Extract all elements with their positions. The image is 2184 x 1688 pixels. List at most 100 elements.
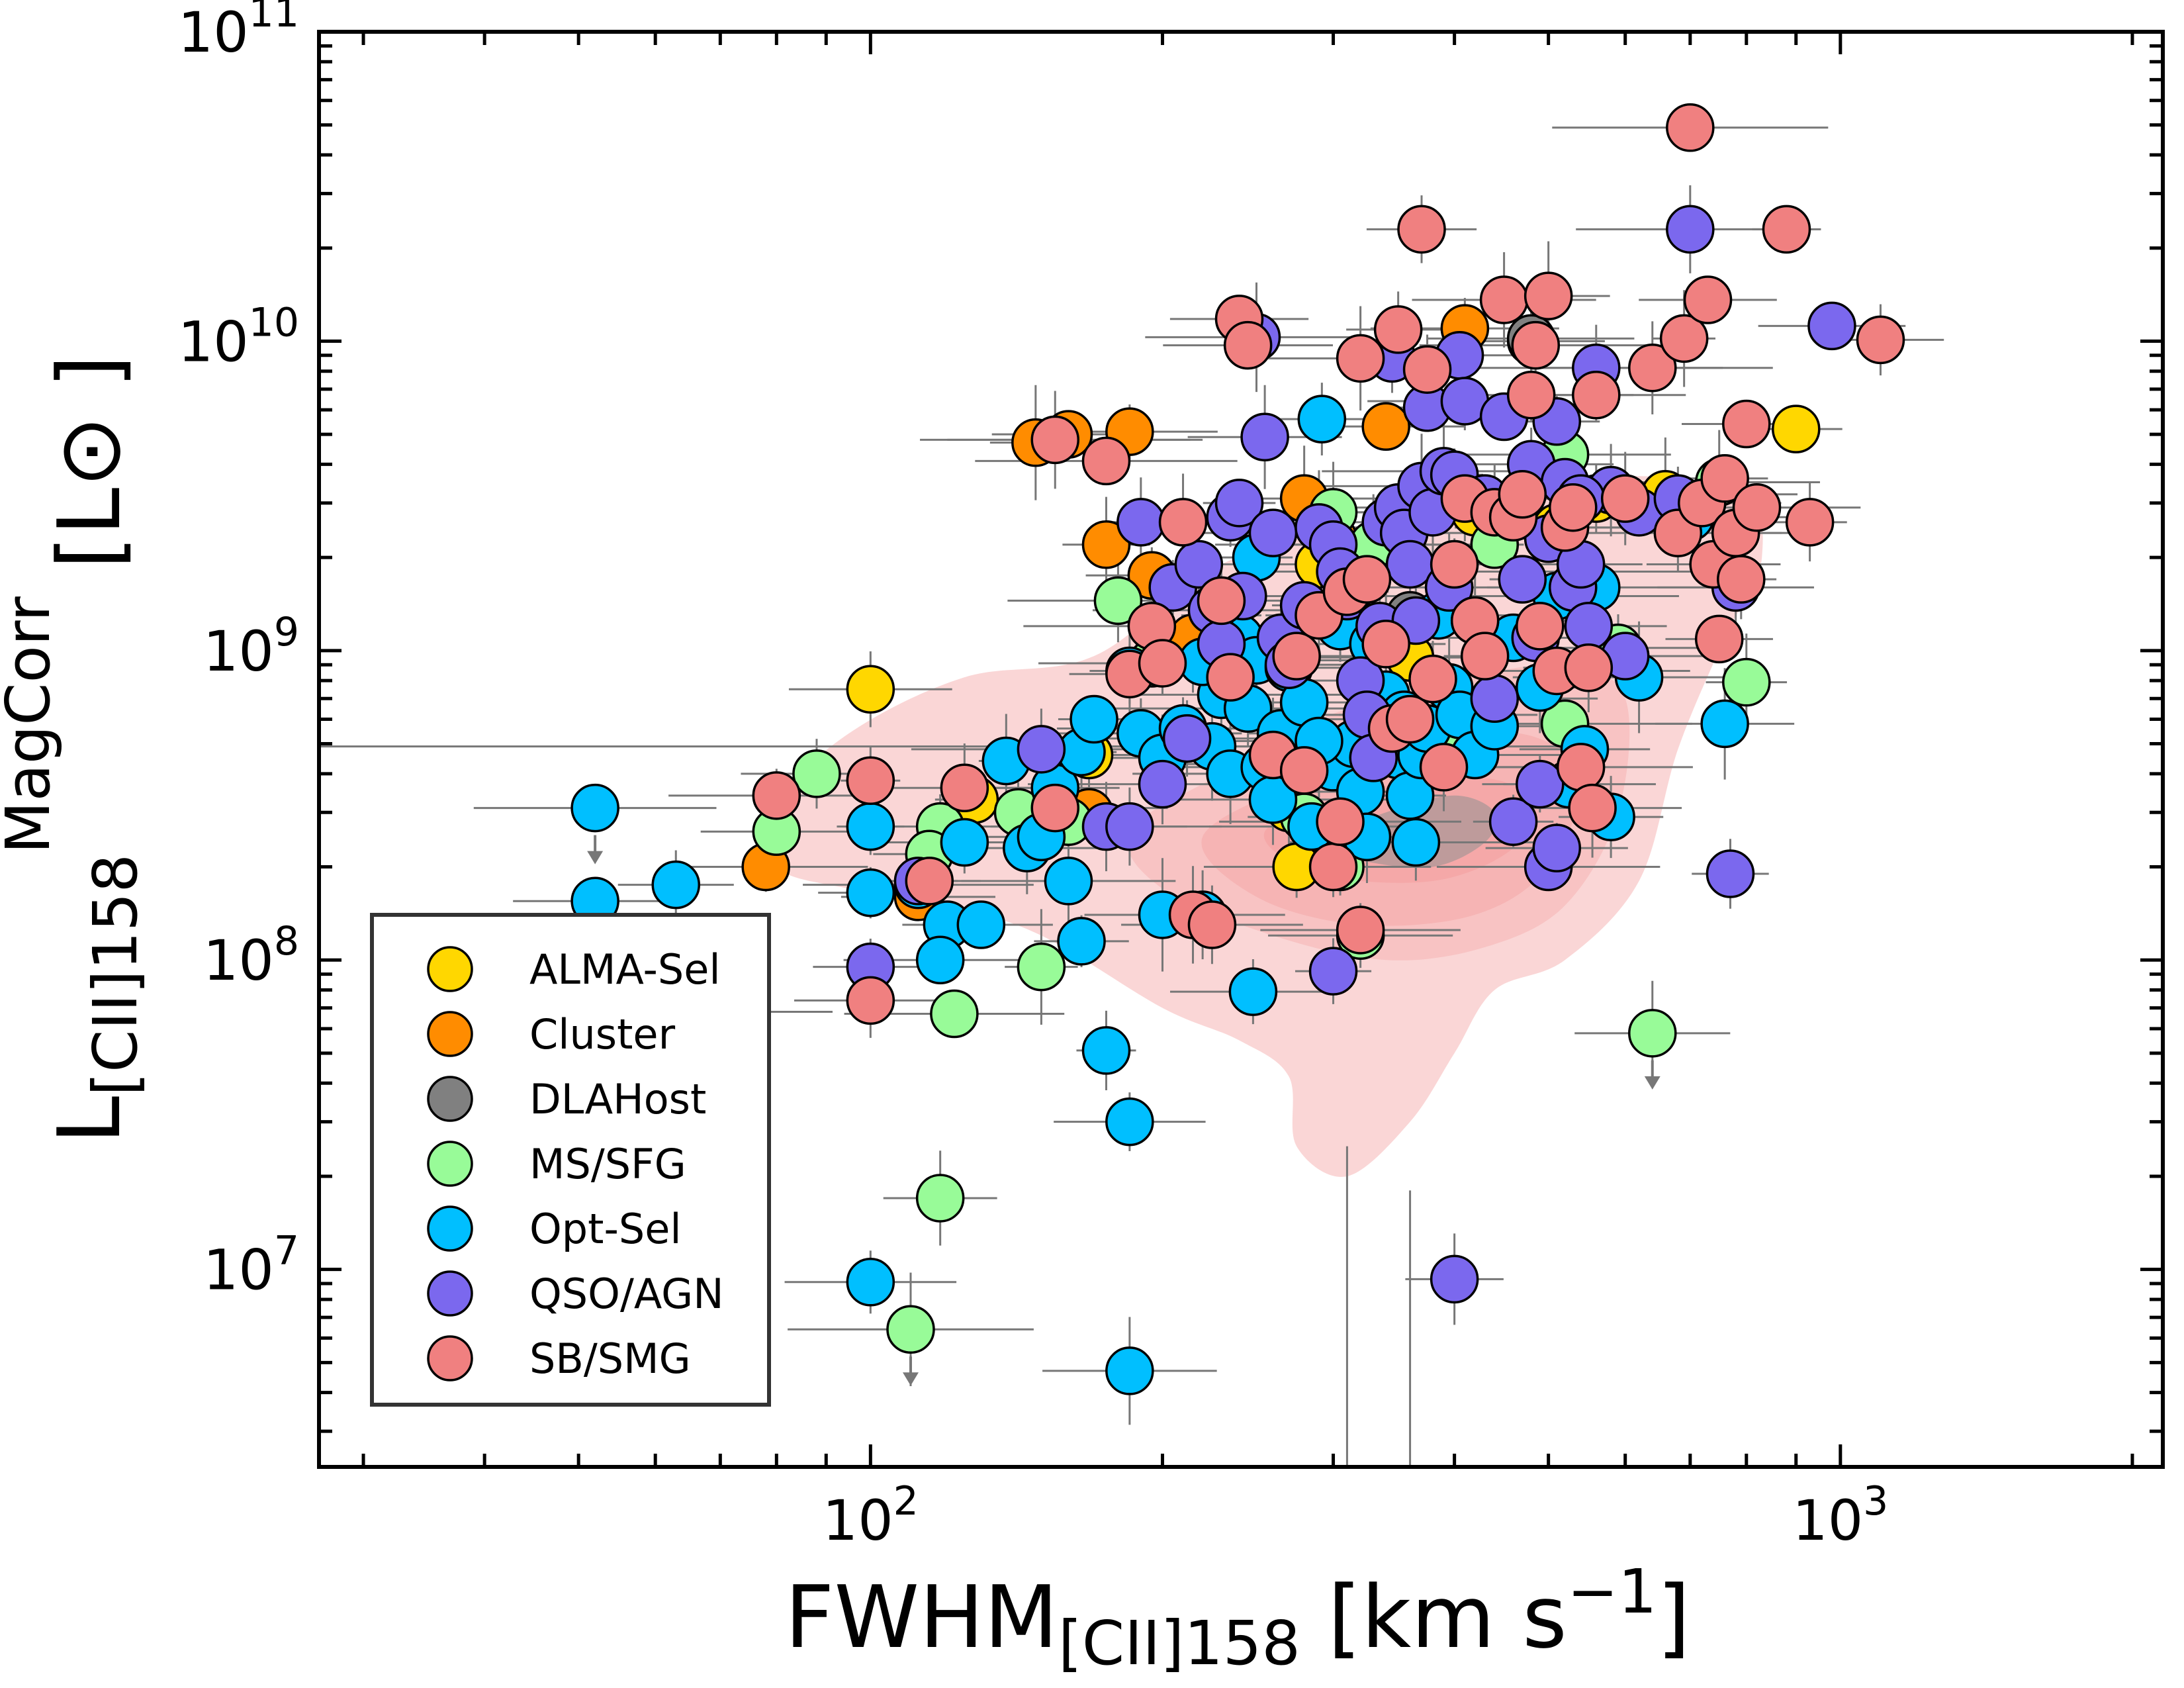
legend-label-qso-agn: QSO/AGN <box>529 1270 724 1318</box>
point-opt-sel <box>1105 1097 1154 1147</box>
point-sb-smg <box>1030 415 1080 465</box>
point-sb-smg <box>1279 746 1329 795</box>
point-sb-smg <box>1385 694 1435 744</box>
point-sb-smg <box>1342 555 1392 604</box>
point-opt-sel <box>846 1258 895 1307</box>
y-tick-label: 109 <box>203 609 299 684</box>
point-opt-sel <box>956 900 1006 949</box>
point-sb-smg <box>1308 842 1358 892</box>
point-sb-smg <box>1548 483 1598 532</box>
point-opt-sel <box>1069 694 1118 744</box>
point-sb-smg <box>1683 275 1733 324</box>
point-sb-smg <box>1694 614 1744 664</box>
point-sb-smg <box>1336 334 1385 383</box>
legend-label-opt-sel: Opt-Sel <box>529 1205 682 1253</box>
legend: ALMA-Sel Cluster DLAHost MS/SFG Opt-Sel QSO/A… <box>370 913 771 1407</box>
y-axis-label-group: L[CII]158MagCorr [L⊙ ] <box>0 355 151 1144</box>
point-sb-smg <box>1732 483 1782 532</box>
legend-marker-cluster <box>427 1011 473 1057</box>
point-ms-sfg <box>1628 1009 1677 1058</box>
legend-marker-dlahost <box>427 1076 473 1122</box>
point-sb-smg <box>1197 576 1246 626</box>
point-qso-agn <box>1240 412 1289 461</box>
point-sb-smg <box>1785 498 1835 547</box>
point-sb-smg <box>1187 900 1237 949</box>
point-sb-smg <box>1138 639 1187 688</box>
point-sb-smg <box>1572 370 1621 420</box>
point-ms-sfg <box>886 1305 935 1354</box>
point-qso-agn <box>1498 555 1547 604</box>
legend-label-ms-sfg: MS/SFG <box>529 1140 686 1188</box>
point-sb-smg <box>1479 275 1529 324</box>
point-ms-sfg <box>1722 657 1771 707</box>
point-opt-sel <box>570 783 619 833</box>
point-qso-agn <box>1470 674 1520 723</box>
point-opt-sel <box>1057 917 1106 966</box>
point-sb-smg <box>1373 305 1423 354</box>
point-ms-sfg <box>1017 942 1066 992</box>
point-qso-agn <box>1174 539 1224 589</box>
x-tick-label: 103 <box>1792 1478 1888 1553</box>
y-tick-label: 107 <box>203 1228 299 1303</box>
point-sb-smg <box>1206 653 1255 702</box>
legend-marker-qso-agn <box>427 1270 473 1317</box>
point-cluster <box>1361 402 1410 451</box>
point-qso-agn <box>1564 602 1614 651</box>
point-sb-smg <box>1628 343 1677 393</box>
point-sb-smg <box>1717 555 1766 604</box>
point-sb-smg <box>1762 205 1811 254</box>
point-sb-smg <box>1600 474 1650 523</box>
point-opt-sel <box>1044 857 1093 906</box>
upper-limit-arrow <box>587 851 604 865</box>
point-qso-agn <box>1516 759 1565 809</box>
point-sb-smg <box>1158 498 1208 547</box>
point-sb-smg <box>1700 454 1749 503</box>
point-sb-smg <box>1430 539 1479 589</box>
point-sb-smg <box>1402 345 1452 394</box>
legend-marker-alma-sel <box>427 946 473 992</box>
point-sb-smg <box>905 857 954 906</box>
point-qso-agn <box>1308 947 1358 996</box>
point-opt-sel <box>1081 1026 1131 1075</box>
point-sb-smg <box>1030 783 1080 833</box>
point-alma-sel <box>1772 404 1821 453</box>
point-sb-smg <box>1316 797 1365 846</box>
point-sb-smg <box>1524 271 1573 320</box>
point-qso-agn <box>1488 797 1538 846</box>
point-sb-smg <box>1564 643 1614 692</box>
point-ms-sfg <box>1093 576 1143 626</box>
point-qso-agn <box>1116 498 1165 547</box>
legend-label-cluster: Cluster <box>529 1010 676 1058</box>
point-qso-agn <box>1248 508 1298 557</box>
point-opt-sel <box>1297 395 1347 444</box>
legend-label-alma-sel: ALMA-Sel <box>529 945 721 994</box>
point-qso-agn <box>1807 301 1856 351</box>
y-tick-label: 1011 <box>178 0 299 65</box>
point-qso-agn <box>1214 479 1264 528</box>
point-opt-sel <box>1391 818 1441 867</box>
data-points <box>570 103 1905 1395</box>
plot-frame <box>317 30 2165 1469</box>
point-sb-smg <box>1397 205 1446 254</box>
point-sb-smg <box>1568 783 1617 833</box>
point-opt-sel <box>1228 967 1278 1016</box>
point-sb-smg <box>1722 399 1771 449</box>
point-sb-smg <box>1419 743 1469 792</box>
point-opt-sel <box>1105 1346 1154 1395</box>
point-sb-smg <box>1081 436 1131 486</box>
x-axis-label: FWHM[CII]158 [km s−1] <box>785 1556 1690 1679</box>
point-sb-smg <box>1361 620 1410 669</box>
y-tick-label: 108 <box>203 918 299 993</box>
point-sb-smg <box>1498 469 1547 519</box>
point-qso-agn <box>1017 725 1066 774</box>
y-axis-label: L[CII]158MagCorr [L⊙ ] <box>0 355 151 1144</box>
point-sb-smg <box>1511 320 1561 370</box>
point-sb-smg <box>1666 103 1715 152</box>
legend-marker-ms-sfg <box>427 1141 473 1187</box>
point-sb-smg <box>1556 743 1606 792</box>
x-tick-label: 102 <box>823 1478 919 1553</box>
point-alma-sel <box>846 665 895 714</box>
point-ms-sfg <box>792 749 841 798</box>
point-qso-agn <box>1138 759 1187 809</box>
point-qso-agn <box>1162 714 1212 763</box>
